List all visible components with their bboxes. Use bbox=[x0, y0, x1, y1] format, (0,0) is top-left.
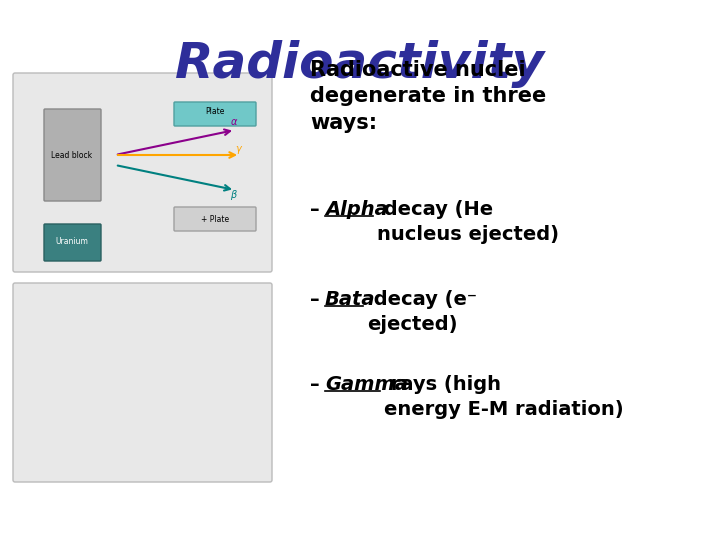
FancyBboxPatch shape bbox=[174, 102, 256, 126]
Text: Lead block: Lead block bbox=[51, 151, 93, 159]
Text: $\alpha$: $\alpha$ bbox=[230, 117, 238, 127]
Text: $\beta$: $\beta$ bbox=[230, 188, 238, 202]
Text: –: – bbox=[310, 375, 320, 394]
Text: Radioactive nuclei
degenerate in three
ways:: Radioactive nuclei degenerate in three w… bbox=[310, 60, 546, 133]
FancyBboxPatch shape bbox=[174, 207, 256, 231]
Text: Alpha: Alpha bbox=[325, 200, 388, 219]
FancyBboxPatch shape bbox=[13, 73, 272, 272]
Text: Gamma: Gamma bbox=[325, 375, 408, 394]
Text: decay (e⁻
ejected): decay (e⁻ ejected) bbox=[367, 290, 477, 334]
Text: $\gamma$: $\gamma$ bbox=[235, 144, 243, 156]
Text: rays (high
energy E-M radiation): rays (high energy E-M radiation) bbox=[384, 375, 624, 419]
Text: Bata: Bata bbox=[325, 290, 376, 309]
FancyBboxPatch shape bbox=[44, 224, 101, 261]
Text: + Plate: + Plate bbox=[201, 214, 229, 224]
FancyBboxPatch shape bbox=[13, 283, 272, 482]
Text: –: – bbox=[310, 290, 320, 309]
Text: Plate: Plate bbox=[205, 107, 225, 117]
Text: –: – bbox=[310, 200, 320, 219]
Text: Uranium: Uranium bbox=[55, 238, 89, 246]
Text: decay (He
nucleus ejected): decay (He nucleus ejected) bbox=[377, 200, 559, 244]
Text: Radioactivity: Radioactivity bbox=[175, 40, 545, 88]
FancyBboxPatch shape bbox=[44, 109, 101, 201]
